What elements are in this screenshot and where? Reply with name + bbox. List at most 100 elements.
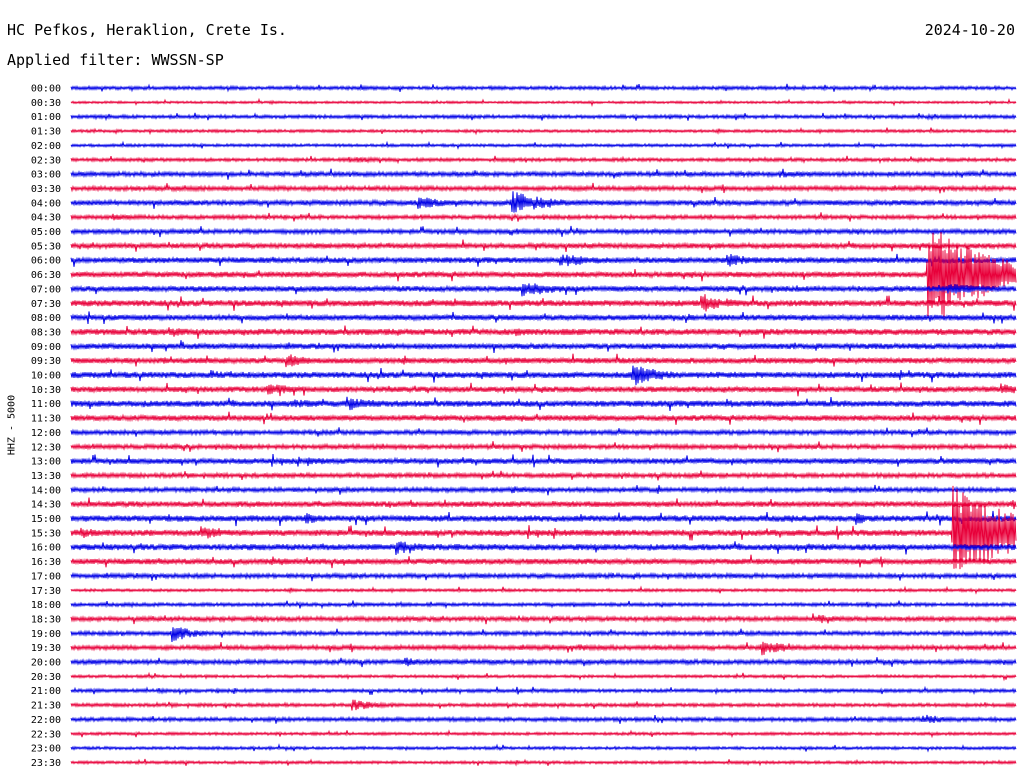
trace-row [70, 600, 1017, 610]
row-time-label: 17:30 [31, 586, 61, 597]
trace-row [70, 714, 1017, 724]
trace-row [70, 97, 1017, 108]
station-title: HC Pefkos, Heraklion, Crete Is. [7, 21, 287, 39]
trace-row [70, 155, 1017, 165]
trace-row [70, 510, 1017, 527]
trace-row [70, 743, 1017, 753]
row-time-label: 23:00 [31, 744, 61, 755]
row-time-label: 20:00 [31, 658, 61, 669]
row-time-label: 06:30 [31, 270, 61, 281]
trace-row [70, 325, 1017, 339]
row-time-label: 11:00 [31, 399, 61, 410]
trace-row [70, 758, 1017, 767]
trace-row [70, 396, 1017, 411]
row-time-label: 14:30 [31, 500, 61, 511]
trace-row [70, 484, 1017, 496]
trace-row [70, 253, 1017, 267]
row-time-label: 20:30 [31, 672, 61, 683]
trace-row [70, 232, 1017, 317]
trace-row [70, 427, 1017, 438]
row-time-label: 16:00 [31, 543, 61, 554]
row-time-label: 09:30 [31, 356, 61, 367]
trace-row [70, 554, 1017, 569]
row-time-label: 18:30 [31, 614, 61, 625]
row-time-label: 23:30 [31, 758, 61, 769]
trace-row [70, 657, 1017, 668]
row-time-label: 19:00 [31, 629, 61, 640]
filter-label: Applied filter: WWSSN-SP [7, 51, 224, 69]
trace-row [70, 225, 1017, 238]
trace-row [70, 365, 1017, 386]
trace-row [70, 571, 1017, 582]
trace-row [70, 729, 1017, 739]
row-time-label: 18:00 [31, 600, 61, 611]
row-time-label: 19:30 [31, 643, 61, 654]
row-time-label: 14:00 [31, 485, 61, 496]
row-time-label: 05:00 [31, 227, 61, 238]
row-time-label: 08:00 [31, 313, 61, 324]
record-date: 2024-10-20 [924, 21, 1015, 39]
row-time-label: 21:30 [31, 701, 61, 712]
trace-row [70, 613, 1017, 625]
row-time-label: 03:30 [31, 184, 61, 195]
trace-row [70, 83, 1017, 93]
row-time-label: 13:30 [31, 471, 61, 482]
row-time-label: 00:30 [31, 98, 61, 109]
row-time-label: 02:30 [31, 155, 61, 166]
trace-row [70, 283, 1017, 297]
trace-row [70, 191, 1017, 213]
row-time-label: 15:00 [31, 514, 61, 525]
trace-row [70, 311, 1017, 325]
trace-row [70, 541, 1017, 555]
trace-row [70, 140, 1017, 150]
row-time-label: 11:30 [31, 414, 61, 425]
row-time-label: 01:00 [31, 112, 61, 123]
row-time-label: 22:00 [31, 715, 61, 726]
trace-row [70, 627, 1017, 643]
row-time-label: 05:30 [31, 241, 61, 252]
row-time-label: 12:30 [31, 442, 61, 453]
trace-row [70, 497, 1017, 510]
trace-row [70, 411, 1017, 425]
row-time-label: 01:30 [31, 127, 61, 138]
trace-row [70, 168, 1017, 180]
trace-row [70, 485, 1017, 570]
trace-row [70, 239, 1017, 252]
row-time-label: 04:30 [31, 213, 61, 224]
row-time-label: 03:00 [31, 170, 61, 181]
trace-row [70, 685, 1017, 696]
row-time-label: 10:30 [31, 385, 61, 396]
trace-row [70, 353, 1017, 368]
trace-row [70, 585, 1017, 595]
row-time-label: 13:00 [31, 457, 61, 468]
trace-row [70, 182, 1017, 194]
trace-row [70, 382, 1017, 397]
trace-row [70, 671, 1017, 682]
row-time-label: 15:30 [31, 528, 61, 539]
row-time-label: 09:00 [31, 342, 61, 353]
row-time-label: 00:00 [31, 84, 61, 95]
trace-row [70, 470, 1017, 481]
trace-row [70, 340, 1017, 353]
row-time-label: 12:00 [31, 428, 61, 439]
row-time-label: 07:00 [31, 284, 61, 295]
row-time-label: 16:30 [31, 557, 61, 568]
row-time-label: 17:00 [31, 571, 61, 582]
row-time-label: 04:00 [31, 198, 61, 209]
row-time-label: 10:00 [31, 371, 61, 382]
row-time-label: 22:30 [31, 729, 61, 740]
row-time-label: 07:30 [31, 299, 61, 310]
trace-row [70, 454, 1017, 468]
trace-row [70, 441, 1017, 453]
row-time-label: 21:00 [31, 686, 61, 697]
trace-row [70, 212, 1017, 222]
trace-row [70, 126, 1017, 136]
row-time-label: 06:00 [31, 256, 61, 267]
trace-row [70, 699, 1017, 711]
row-time-label: 02:00 [31, 141, 61, 152]
row-time-label: 08:30 [31, 327, 61, 338]
trace-row [70, 294, 1017, 312]
trace-row [70, 112, 1017, 122]
trace-row [70, 641, 1017, 656]
